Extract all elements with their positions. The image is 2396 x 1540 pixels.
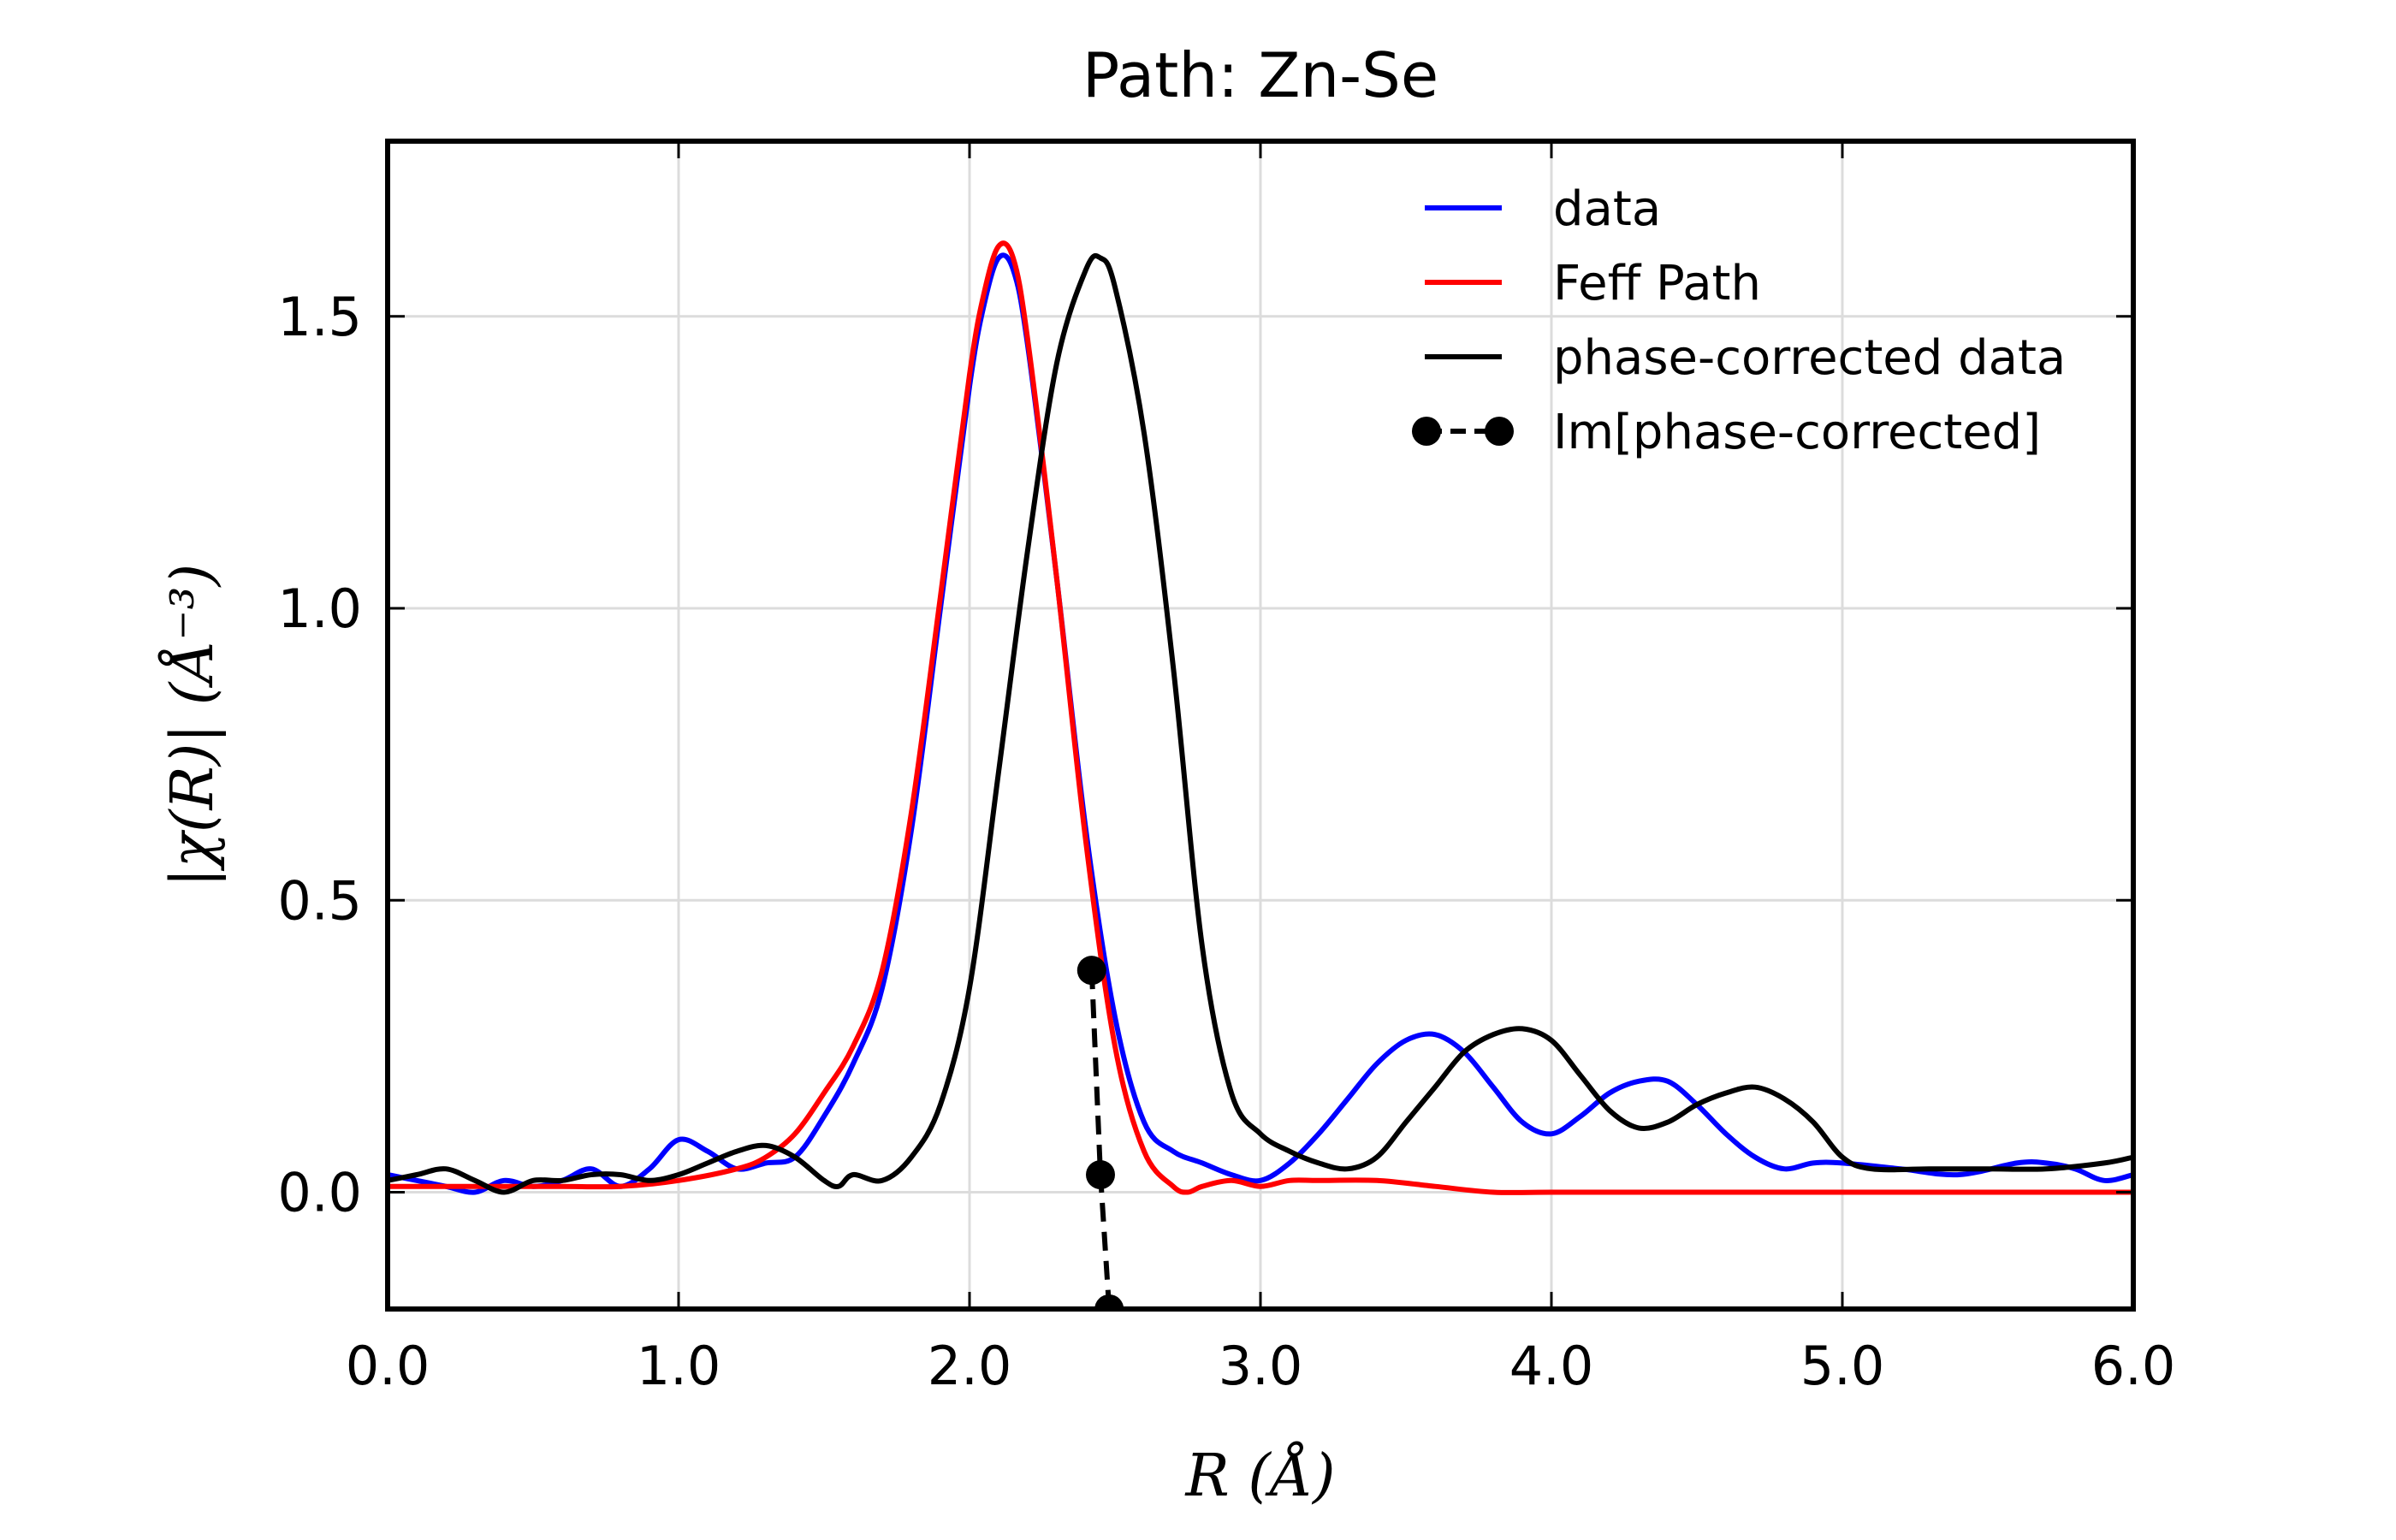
x-tick-label: 3.0 [1219,1335,1303,1397]
legend-data-label: data [1553,181,1661,237]
legend: data Feff Path phase-corrected data Im[phas… [1412,181,2066,460]
x-tick-label: 1.0 [637,1335,721,1397]
x-tick-label: 4.0 [1509,1335,1594,1397]
legend-phase-corrected-data-label: phase-corrected data [1553,330,2066,386]
x-tick-label: 6.0 [2091,1335,2176,1397]
legend-im-phase-corrected-marker [1485,417,1514,446]
series-im-phase-corrected-line [1088,970,1112,1309]
tick-labels: 0.0 1.0 2.0 3.0 4.0 5.0 6.0 0.0 0.5 1.0 1.5 [277,286,2175,1397]
series-feff-path-line [388,240,2133,1195]
series-im-phase-corrected-point [1086,1160,1115,1190]
series-im-phase-corrected-point [1076,956,1106,986]
series-data-line [388,252,2133,1195]
chart-title: Path: Zn-Se [1082,39,1438,111]
y-tick-label: 0.5 [277,869,362,932]
legend-feff-path-label: Feff Path [1553,256,1761,311]
x-tick-label: 5.0 [1800,1335,1885,1397]
series-layer [388,240,2133,1309]
x-axis-label: R (Å) [1184,1442,1336,1510]
x-tick-label: 2.0 [928,1335,1012,1397]
legend-im-phase-corrected-label: Im[phase-corrected] [1553,405,2041,460]
legend-im-phase-corrected-marker [1412,417,1441,446]
y-axis-label: |χ(R)| (Å⁻³) [158,564,227,887]
y-tick-label: 1.5 [277,286,362,348]
series-phase-corrected-data-line [388,253,2133,1195]
grid [388,141,2133,1309]
y-tick-label: 0.0 [277,1162,362,1224]
x-tick-label: 0.0 [346,1335,430,1397]
series-im-phase-corrected-point [1094,1294,1124,1309]
y-tick-label: 1.0 [277,578,362,640]
ticks [386,141,2135,1309]
